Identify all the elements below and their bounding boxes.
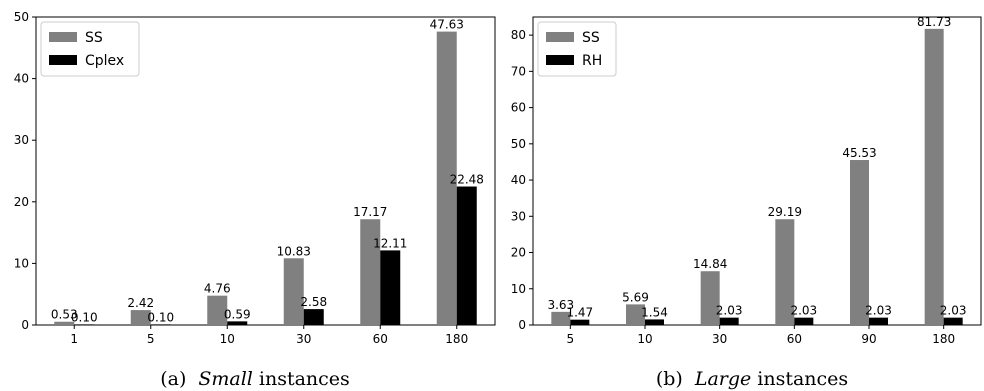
y-tick-label: 50 (14, 10, 29, 24)
bar-ss-90 (850, 160, 869, 325)
y-tick-label: 30 (14, 133, 29, 147)
data-label-cplex-30: 2.58 (300, 295, 327, 309)
y-tick-label: 70 (511, 64, 526, 78)
y-tick-label: 0 (21, 318, 29, 332)
x-tick-label: 1 (70, 332, 78, 346)
bar-ss-5 (551, 311, 571, 325)
data-label-cplex-60: 12.11 (373, 236, 407, 250)
x-tick-label: 90 (861, 332, 876, 346)
bar-cplex-10 (227, 321, 248, 325)
plot-frame (532, 16, 982, 326)
bar-ss-1 (54, 321, 75, 325)
data-label-rh-180: 2.03 (940, 304, 967, 318)
data-label-ss-180: 81.73 (917, 15, 951, 29)
y-tick-label: 10 (511, 282, 526, 296)
x-tick-label: 5 (567, 332, 575, 346)
data-label-ss-90: 45.53 (842, 146, 876, 160)
chart-large-instances: 0 10 20 30 40 50 60 70 80 5 3.631.47 10 5.691.54 30 14… (511, 15, 982, 346)
bar-rh-30 (719, 317, 739, 325)
y-tick-label: 20 (14, 195, 29, 209)
y-tick-label: 20 (511, 246, 526, 260)
data-label-cplex-1: 0.10 (71, 310, 98, 324)
bar-ss-10 (626, 304, 645, 325)
x-tick-label: 30 (296, 332, 311, 346)
data-label-ss-10: 4.76 (204, 282, 231, 296)
x-tick-label: 5 (147, 332, 155, 346)
data-label-ss-1: 0.53 (51, 308, 78, 322)
x-tick-label: 10 (637, 332, 652, 346)
caption-small-instances: (a) Small instances (160, 368, 350, 390)
data-label-ss-30: 14.84 (693, 257, 727, 271)
data-label-ss-10: 5.69 (622, 290, 649, 304)
x-tick-label: 180 (445, 332, 468, 346)
data-label-ss-30: 10.83 (277, 244, 311, 258)
plot-frame (35, 16, 496, 326)
data-label-rh-90: 2.03 (865, 304, 892, 318)
x-tick-label: 30 (712, 332, 727, 346)
data-label-cplex-10: 0.59 (224, 307, 251, 321)
bar-rh-10 (645, 319, 664, 325)
data-label-rh-5: 1.47 (566, 306, 593, 320)
caption-large-instances: (b) Large instances (656, 368, 848, 390)
bar-ss-5 (130, 310, 151, 325)
y-tick-label: 40 (14, 72, 29, 86)
chart-small-instances: 0102030405010.530.1052.420.10104.760.593… (14, 10, 496, 346)
bar-rh-180 (943, 317, 963, 325)
bar-ss-60 (360, 219, 381, 325)
bar-rh-60 (794, 317, 814, 325)
legend-swatch-ss (49, 32, 77, 42)
legend-label-rh: RH (582, 53, 602, 69)
legend-label-cplex: Cplex (85, 53, 124, 69)
data-label-rh-60: 2.03 (790, 304, 817, 318)
y-tick-label: 10 (14, 256, 29, 270)
data-label-ss-60: 17.17 (353, 205, 387, 219)
legend-box (537, 21, 617, 77)
data-label-rh-10: 1.54 (641, 305, 668, 319)
bar-cplex-5 (150, 324, 171, 325)
bar-cplex-60 (380, 250, 401, 325)
legend-swatch-cplex (49, 55, 77, 65)
x-tick-label: 180 (932, 332, 955, 346)
y-tick-label: 80 (511, 28, 526, 42)
data-label-ss-180: 47.63 (430, 18, 464, 32)
bar-cplex-1 (74, 324, 95, 325)
data-label-ss-5: 3.63 (547, 298, 574, 312)
legend-swatch-rh (546, 55, 574, 65)
data-label-cplex-180: 22.48 (450, 173, 484, 187)
bar-ss-180 (436, 31, 457, 325)
x-tick-label: 60 (373, 332, 388, 346)
y-tick-label: 60 (511, 101, 526, 115)
bar-ss-180 (924, 28, 944, 326)
bar-ss-60 (775, 219, 795, 325)
bar-rh-5 (570, 319, 590, 325)
y-tick-label: 50 (511, 137, 526, 151)
x-tick-label: 60 (787, 332, 802, 346)
bar-ss-30 (700, 271, 720, 325)
y-tick-label: 0 (518, 318, 526, 332)
data-label-rh-30: 2.03 (716, 304, 743, 318)
bar-ss-30 (283, 258, 304, 325)
data-label-ss-5: 2.42 (127, 296, 154, 310)
bar-ss-10 (207, 295, 228, 325)
legend-label-ss: SS (582, 30, 600, 46)
data-label-cplex-5: 0.10 (147, 310, 174, 324)
bar-cplex-180 (456, 186, 477, 325)
bar-rh-90 (869, 317, 888, 325)
data-label-ss-60: 29.19 (768, 205, 802, 219)
bar-cplex-30 (303, 309, 324, 325)
legend-swatch-ss (546, 32, 574, 42)
y-tick-label: 40 (511, 173, 526, 187)
x-tick-label: 10 (220, 332, 235, 346)
y-tick-label: 30 (511, 209, 526, 223)
legend-label-ss: SS (85, 30, 103, 46)
